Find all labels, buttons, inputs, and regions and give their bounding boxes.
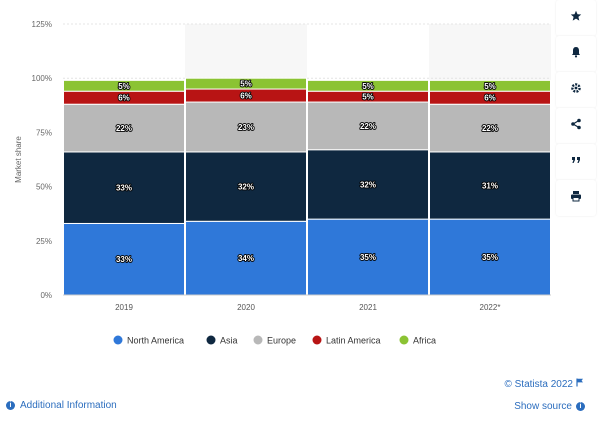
data-label: 33%	[116, 184, 132, 193]
bar-segment[interactable]	[307, 101, 429, 151]
data-label: 6%	[240, 92, 252, 101]
y-tick-label: 50%	[36, 183, 52, 192]
data-label: 5%	[362, 82, 374, 91]
legend-marker	[113, 335, 123, 345]
data-label: 32%	[360, 180, 376, 189]
legend-marker	[399, 335, 409, 345]
legend-item[interactable]: North America	[127, 336, 184, 346]
data-label: 35%	[360, 253, 376, 262]
x-tick-label: 2021	[359, 303, 377, 312]
bar-segment[interactable]	[429, 218, 551, 296]
x-tick-label: 2019	[115, 303, 133, 312]
share-icon	[570, 117, 582, 135]
cite-button[interactable]	[556, 144, 596, 180]
data-label: 22%	[482, 124, 498, 133]
star-icon	[570, 9, 582, 27]
bar-segment[interactable]	[185, 220, 307, 296]
statista-credit[interactable]: © Statista 2022	[504, 378, 584, 390]
bar-segment[interactable]	[185, 151, 307, 222]
bar-segment[interactable]	[185, 77, 307, 90]
data-label: 35%	[482, 253, 498, 262]
show-source-link[interactable]: Show source i	[514, 401, 585, 412]
info-icon: i	[6, 401, 15, 410]
data-label: 22%	[360, 122, 376, 131]
flag-icon	[576, 378, 584, 390]
credit-text: © Statista 2022	[504, 378, 573, 390]
bar-segment[interactable]	[307, 79, 429, 92]
y-tick-label: 75%	[36, 128, 52, 137]
y-tick-label: 25%	[36, 237, 52, 246]
data-label: 5%	[240, 80, 252, 89]
data-label: 6%	[118, 94, 130, 103]
bar-segment[interactable]	[63, 79, 185, 92]
data-label: 33%	[116, 255, 132, 264]
print-icon	[570, 189, 582, 207]
bar-segment[interactable]	[63, 222, 185, 296]
notification-button[interactable]	[556, 36, 596, 72]
data-label: 5%	[362, 93, 374, 102]
bar-segment[interactable]	[185, 101, 307, 153]
data-label: 34%	[238, 254, 254, 263]
y-tick-label: 125%	[32, 20, 52, 29]
data-label: 5%	[484, 82, 496, 91]
additional-information-label: Additional Information	[20, 400, 117, 411]
data-label: 23%	[238, 123, 254, 132]
info-icon: i	[576, 402, 585, 411]
data-label: 5%	[118, 82, 130, 91]
legend-item[interactable]: Latin America	[326, 336, 381, 346]
legend-marker	[253, 335, 263, 345]
favorite-button[interactable]	[556, 0, 596, 36]
y-tick-label: 0%	[40, 291, 52, 300]
bar-segment[interactable]	[429, 79, 551, 92]
y-axis-title: Market share	[14, 136, 23, 183]
x-tick-label: 2022*	[480, 303, 501, 312]
bell-icon	[570, 45, 582, 63]
bar-segment[interactable]	[307, 149, 429, 220]
legend-marker	[312, 335, 322, 345]
bar-segment[interactable]	[63, 151, 185, 224]
y-tick-label: 100%	[32, 74, 52, 83]
legend-item[interactable]: Africa	[413, 336, 436, 346]
bar-segment[interactable]	[307, 218, 429, 296]
data-label: 6%	[484, 94, 496, 103]
data-label: 32%	[238, 183, 254, 192]
print-button[interactable]	[556, 180, 596, 216]
additional-information-link[interactable]: i Additional Information	[6, 400, 117, 411]
legend-item[interactable]: Europe	[267, 336, 296, 346]
share-button[interactable]	[556, 108, 596, 144]
data-label: 31%	[482, 182, 498, 191]
gear-icon	[570, 81, 582, 99]
legend-item[interactable]: Asia	[220, 336, 238, 346]
settings-button[interactable]	[556, 72, 596, 108]
show-source-label: Show source	[514, 401, 572, 412]
data-label: 22%	[116, 124, 132, 133]
stacked-bar-chart: 0% 25% 50% 75% 100% 125% Market share 33% 33% 22%…	[14, 20, 551, 346]
x-tick-label: 2020	[237, 303, 255, 312]
legend-marker	[206, 335, 216, 345]
quote-icon	[570, 153, 582, 171]
